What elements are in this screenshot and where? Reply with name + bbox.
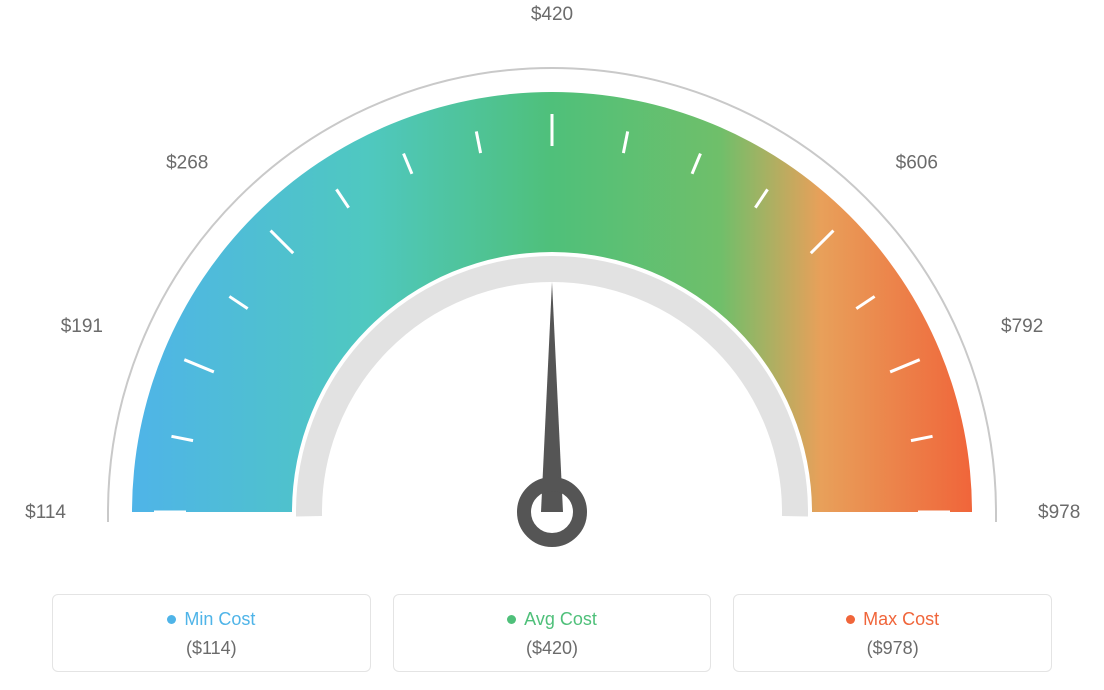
legend-card-avg: Avg Cost ($420) <box>393 594 712 672</box>
legend-dot-max <box>846 615 855 624</box>
gauge-tick-label: $114 <box>25 502 66 523</box>
legend-card-min: Min Cost ($114) <box>52 594 371 672</box>
legend-card-max: Max Cost ($978) <box>733 594 1052 672</box>
legend-value-min: ($114) <box>63 638 360 659</box>
gauge-tick-label: $792 <box>1001 316 1043 337</box>
legend-value-avg: ($420) <box>404 638 701 659</box>
legend-value-max: ($978) <box>744 638 1041 659</box>
legend-label-row: Max Cost <box>744 609 1041 630</box>
gauge-tick-label: $268 <box>166 152 208 173</box>
cost-gauge: $114$191$268$420$606$792$978 <box>52 12 1052 572</box>
gauge-tick-label: $978 <box>1038 502 1080 523</box>
gauge-svg: $114$191$268$420$606$792$978 <box>52 12 1052 572</box>
gauge-tick-label: $420 <box>531 4 573 25</box>
legend-label-max: Max Cost <box>863 609 939 630</box>
legend-label-min: Min Cost <box>184 609 255 630</box>
gauge-tick-label: $606 <box>896 152 938 173</box>
legend-label-row: Avg Cost <box>404 609 701 630</box>
legend-label-row: Min Cost <box>63 609 360 630</box>
gauge-tick-label: $191 <box>61 316 103 337</box>
legend-label-avg: Avg Cost <box>524 609 597 630</box>
legend-dot-min <box>167 615 176 624</box>
legend-dot-avg <box>507 615 516 624</box>
legend-row: Min Cost ($114) Avg Cost ($420) Max Cost… <box>52 594 1052 672</box>
